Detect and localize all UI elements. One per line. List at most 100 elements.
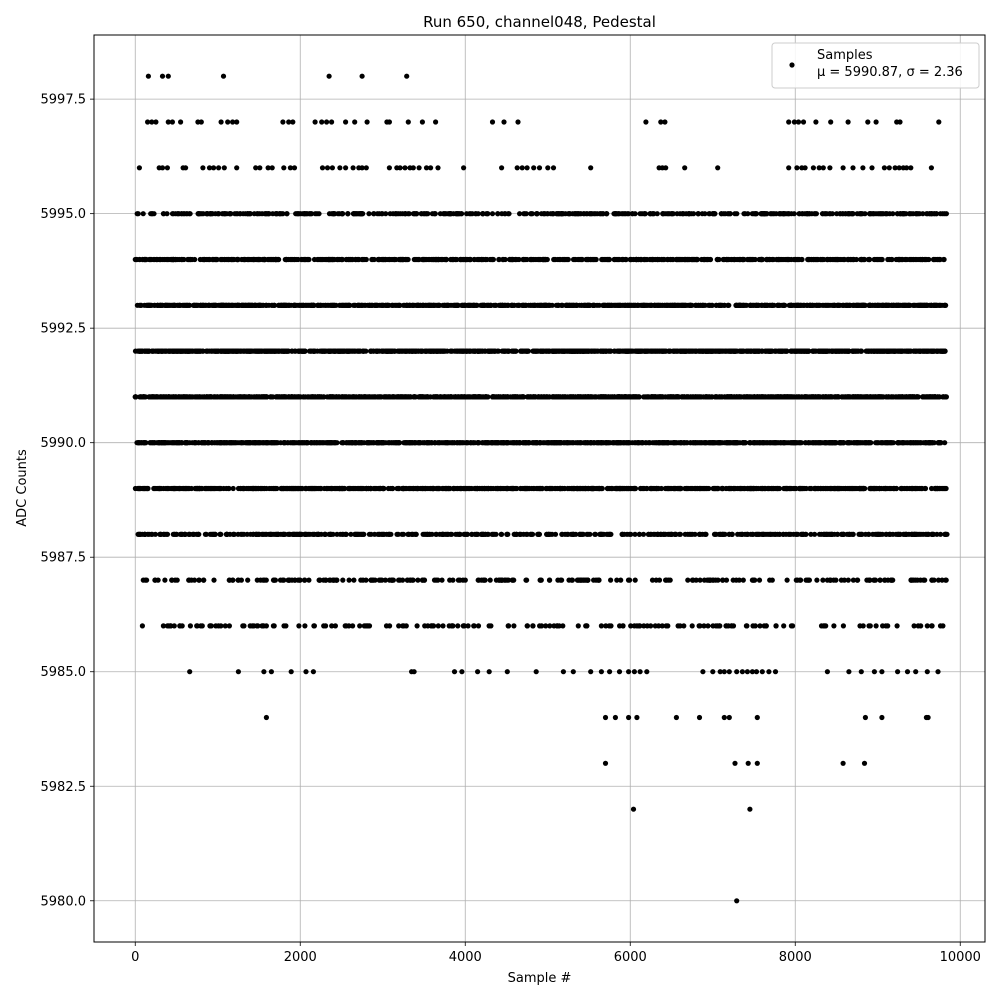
data-point xyxy=(431,394,437,400)
data-point xyxy=(504,669,510,675)
data-point xyxy=(381,440,387,446)
data-point xyxy=(634,394,640,400)
data-point xyxy=(253,531,259,537)
data-point xyxy=(166,623,172,629)
data-point xyxy=(149,440,155,446)
data-point xyxy=(833,394,839,400)
data-point xyxy=(944,531,950,537)
data-point xyxy=(272,577,278,583)
data-point xyxy=(461,623,467,629)
data-point xyxy=(663,440,669,446)
data-point xyxy=(654,531,661,537)
data-point xyxy=(795,394,801,400)
data-point xyxy=(331,394,337,400)
data-point xyxy=(512,531,518,537)
data-point xyxy=(894,623,900,629)
data-point xyxy=(836,485,842,492)
data-point xyxy=(630,806,637,812)
data-point xyxy=(864,394,871,400)
data-point xyxy=(184,394,190,400)
data-point xyxy=(632,531,638,537)
data-point xyxy=(217,485,223,492)
data-point xyxy=(483,394,489,400)
data-point xyxy=(221,394,228,400)
data-point xyxy=(640,531,647,537)
data-point xyxy=(626,669,632,675)
data-point xyxy=(823,623,829,629)
data-point xyxy=(871,577,877,583)
data-point xyxy=(729,531,735,537)
data-point xyxy=(451,485,457,492)
data-point xyxy=(471,623,477,629)
data-point xyxy=(549,531,555,537)
data-point xyxy=(396,623,402,629)
data-point xyxy=(135,485,141,492)
data-point xyxy=(784,485,790,492)
data-point xyxy=(411,669,417,675)
data-point xyxy=(935,577,942,583)
data-point xyxy=(673,531,679,537)
data-point xyxy=(721,669,727,675)
data-point xyxy=(774,440,781,446)
data-point xyxy=(879,669,885,675)
data-point xyxy=(907,394,913,400)
data-point xyxy=(935,669,941,675)
data-point xyxy=(177,485,183,492)
data-point xyxy=(942,485,948,492)
data-point xyxy=(667,394,673,400)
data-point xyxy=(617,485,624,492)
data-point xyxy=(577,577,584,583)
data-point xyxy=(317,577,323,583)
data-point xyxy=(773,623,779,629)
data-point xyxy=(490,394,496,400)
data-point xyxy=(769,577,775,583)
data-point xyxy=(388,485,394,492)
data-point xyxy=(704,485,710,492)
data-point xyxy=(796,440,802,446)
data-point xyxy=(368,485,374,492)
data-point xyxy=(808,531,814,537)
data-point xyxy=(301,577,307,583)
data-point xyxy=(689,623,695,629)
data-point xyxy=(202,440,208,446)
data-point xyxy=(608,531,614,537)
data-point xyxy=(690,577,696,583)
data-point xyxy=(261,394,267,400)
data-point xyxy=(620,623,626,629)
data-point xyxy=(425,623,431,629)
data-point xyxy=(281,531,287,537)
data-point xyxy=(299,485,305,492)
data-point xyxy=(564,440,570,446)
data-point xyxy=(162,577,168,583)
data-point xyxy=(573,531,579,537)
data-point xyxy=(261,577,268,583)
data-point xyxy=(182,440,188,446)
data-point xyxy=(787,440,793,446)
data-point xyxy=(396,577,402,583)
data-point xyxy=(560,623,566,629)
data-point xyxy=(602,714,609,721)
data-point xyxy=(544,531,550,537)
data-point xyxy=(499,577,505,583)
data-point xyxy=(349,440,355,446)
data-point xyxy=(544,485,550,492)
data-point xyxy=(249,394,255,400)
data-point xyxy=(937,531,944,537)
data-point xyxy=(841,577,848,583)
data-point xyxy=(658,485,665,492)
data-point xyxy=(649,577,656,583)
data-point xyxy=(312,440,318,446)
data-point xyxy=(407,485,413,492)
data-point xyxy=(352,531,358,537)
data-point xyxy=(569,577,576,583)
data-point xyxy=(914,577,921,583)
data-point xyxy=(466,394,472,400)
data-point xyxy=(440,440,446,446)
data-point xyxy=(562,531,568,537)
data-point xyxy=(721,714,727,721)
data-point xyxy=(707,577,713,583)
data-point xyxy=(662,531,668,537)
data-point xyxy=(534,440,540,446)
data-point xyxy=(357,623,363,629)
data-point xyxy=(400,531,407,537)
